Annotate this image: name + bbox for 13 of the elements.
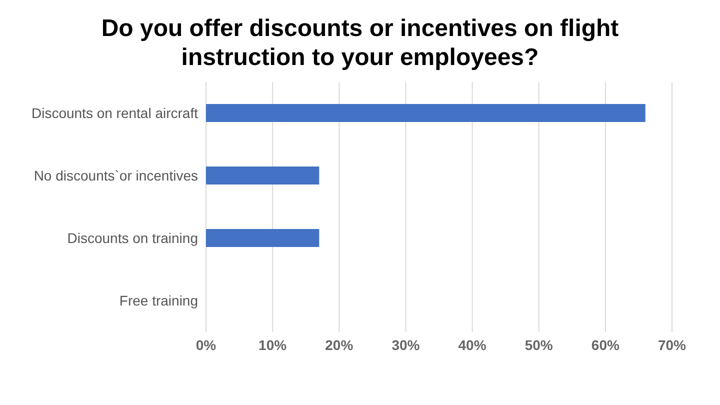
x-tick-label: 60%	[591, 336, 620, 353]
x-tick-label: 20%	[325, 336, 354, 353]
chart-title: Do you offer discounts or incentives on flight instruction to your employees?	[100, 14, 620, 72]
x-tick-label: 30%	[392, 336, 420, 353]
x-tick-label: 40%	[458, 336, 487, 353]
x-tick-label: 10%	[258, 336, 288, 353]
y-tick-label: No discounts`or incentives	[34, 168, 198, 184]
y-tick-label: Discounts on rental aircraft	[31, 105, 198, 122]
x-tick-label: 0%	[196, 336, 217, 353]
y-tick-label: Free training	[119, 292, 198, 309]
y-tick-label: Discounts on training	[67, 230, 198, 246]
x-tick-label: 50%	[524, 336, 554, 353]
x-tick-label: 70%	[658, 336, 687, 353]
